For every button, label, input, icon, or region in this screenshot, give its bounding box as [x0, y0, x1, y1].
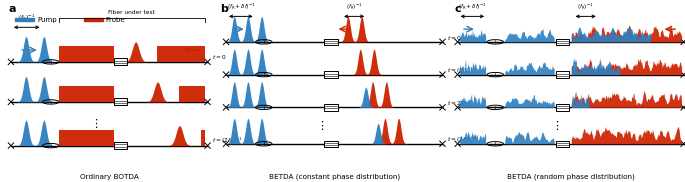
Text: $(f_\mathrm{R} + \delta f)^{-1}$: $(f_\mathrm{R} + \delta f)^{-1}$ [458, 1, 486, 12]
Bar [114, 58, 127, 65]
Bar [324, 141, 338, 147]
Text: $t = 0$: $t = 0$ [447, 34, 462, 42]
Text: a: a [8, 4, 16, 14]
Text: $(f_\mathrm{R})^{-1}$: $(f_\mathrm{R})^{-1}$ [18, 12, 36, 23]
Text: ⋮: ⋮ [316, 121, 327, 130]
Text: b: b [221, 4, 228, 14]
Text: Fiber under test: Fiber under test [108, 10, 155, 15]
Text: BETDA (random phase distribution): BETDA (random phase distribution) [507, 174, 634, 180]
Text: c: c [454, 4, 461, 14]
Text: $t = (f_\mathrm{R})^{-1}$: $t = (f_\mathrm{R})^{-1}$ [447, 66, 473, 76]
Text: Pump: Pump [37, 17, 57, 23]
Bar [158, 46, 205, 62]
Text: $(f_\mathrm{R} + \delta f)^{-1}$: $(f_\mathrm{R} + \delta f)^{-1}$ [227, 1, 255, 12]
Text: BETDA (constant phase distribution): BETDA (constant phase distribution) [269, 174, 401, 180]
Text: $t = 2(f_\mathrm{R})^{-1}$: $t = 2(f_\mathrm{R})^{-1}$ [447, 98, 477, 108]
Text: $t = 0$: $t = 0$ [212, 53, 227, 61]
Bar [114, 142, 127, 149]
Bar [324, 71, 338, 78]
Text: ⋮: ⋮ [90, 119, 101, 129]
Bar [59, 46, 114, 62]
Bar [556, 141, 569, 147]
Bar [15, 18, 34, 21]
Bar [59, 130, 114, 146]
Bar [324, 39, 338, 45]
Text: ⋮: ⋮ [551, 121, 562, 130]
Bar [324, 104, 338, 111]
Bar [114, 98, 127, 105]
Bar [84, 18, 103, 21]
Bar [556, 71, 569, 78]
Bar [201, 130, 205, 146]
Text: $(f_\mathrm{R})^{-1}$: $(f_\mathrm{R})^{-1}$ [346, 1, 362, 12]
Text: $t = (2f_\mathrm{R})^{-1}$: $t = (2f_\mathrm{R})^{-1}$ [212, 136, 242, 146]
Text: $t = (2\delta f)^{-1}$: $t = (2\delta f)^{-1}$ [447, 135, 478, 145]
Bar [556, 39, 569, 45]
Text: $(f_\mathrm{R})^{-1}$: $(f_\mathrm{R})^{-1}$ [577, 1, 594, 12]
Bar [59, 86, 114, 102]
Text: Ordinary BOTDA: Ordinary BOTDA [80, 174, 139, 180]
Bar [179, 86, 205, 102]
Text: Probe: Probe [105, 17, 125, 23]
Bar [556, 104, 569, 111]
